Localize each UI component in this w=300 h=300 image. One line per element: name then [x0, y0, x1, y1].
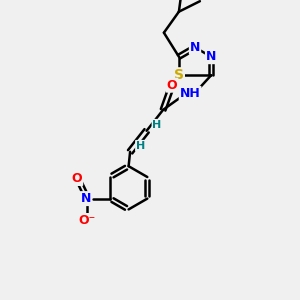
Text: O⁻: O⁻ [79, 214, 96, 227]
Text: O: O [167, 79, 177, 92]
Text: H: H [136, 141, 145, 151]
Text: N: N [190, 41, 200, 54]
Text: N: N [206, 50, 216, 63]
Text: O: O [72, 172, 82, 185]
Text: H: H [152, 120, 162, 130]
Text: S: S [174, 68, 184, 82]
Text: NH: NH [180, 87, 200, 100]
Text: N: N [81, 192, 91, 205]
